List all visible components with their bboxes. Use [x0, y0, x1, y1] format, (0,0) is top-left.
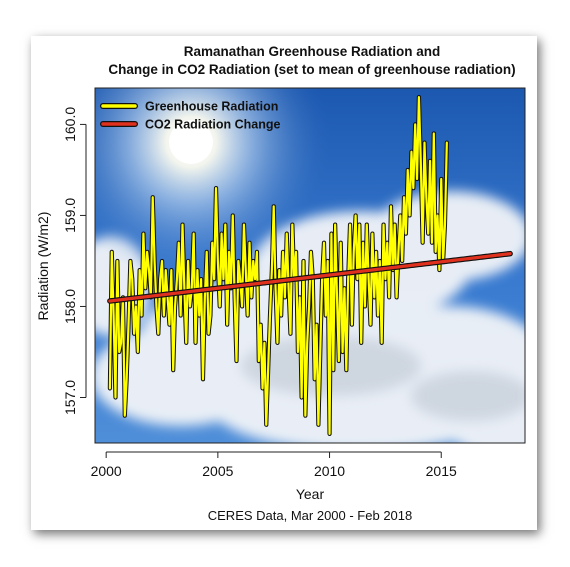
- y-tick-label: 160.0: [62, 107, 78, 142]
- x-tick-label: 2010: [314, 463, 345, 479]
- y-tick-label: 158.0: [62, 289, 78, 324]
- chart-title-line-1: Ramanathan Greenhouse Radiation and: [184, 44, 441, 59]
- chart-svg: Greenhouse Radiation CO2 Radiation Change…: [35, 44, 526, 523]
- plot-lines: [107, 95, 513, 436]
- legend: Greenhouse Radiation CO2 Radiation Change: [100, 100, 280, 132]
- series-line-greenhouse-radiation: [108, 96, 448, 435]
- x-tick-label: 2005: [202, 463, 233, 479]
- legend-label-greenhouse-radiation: Greenhouse Radiation: [145, 100, 278, 114]
- axes: 2000 2005 2010 2015 157.0 158.0 159.0 160.0: [62, 107, 457, 479]
- y-axis-label: Radiation (W/m2): [35, 212, 51, 321]
- chart-card: Greenhouse Radiation CO2 Radiation Change…: [31, 36, 537, 530]
- x-tick-label: 2000: [91, 463, 122, 479]
- x-axis-label: Year: [296, 486, 325, 502]
- y-tick-label: 159.0: [62, 198, 78, 233]
- chart-caption: CERES Data, Mar 2000 - Feb 2018: [208, 508, 413, 523]
- y-tick-label: 157.0: [62, 380, 78, 415]
- x-tick-label: 2015: [426, 463, 457, 479]
- chart-title-line-2: Change in CO2 Radiation (set to mean of …: [108, 62, 515, 77]
- legend-label-co2-radiation-change: CO2 Radiation Change: [145, 118, 280, 132]
- series-line-co2-radiation-change: [108, 252, 512, 303]
